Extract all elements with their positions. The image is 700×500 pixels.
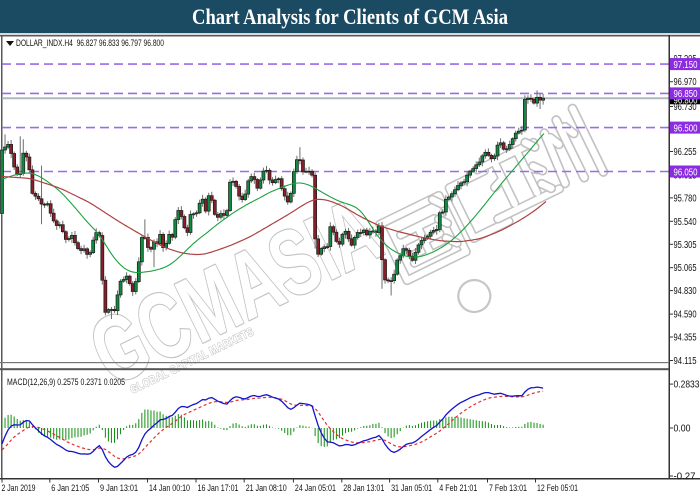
svg-text:0.00: 0.00 (674, 424, 691, 435)
svg-text:DOLLAR_INDX.H4 96.827 96.833: DOLLAR_INDX.H4 96.827 96.833 96.797 96.8… (16, 38, 164, 49)
svg-text:9 Jan 13:01: 9 Jan 13:01 (100, 483, 138, 494)
svg-text:4 Feb 21:01: 4 Feb 21:01 (439, 483, 477, 494)
svg-text:95.780: 95.780 (674, 193, 697, 204)
svg-text:96.730: 96.730 (674, 102, 697, 113)
svg-text:12 Feb 05:01: 12 Feb 05:01 (537, 483, 578, 494)
svg-text:95.540: 95.540 (674, 217, 697, 228)
svg-text:94.115: 94.115 (674, 356, 697, 367)
svg-text:14 Jan 00:10: 14 Jan 00:10 (149, 483, 190, 494)
svg-text:24 Jan 05:01: 24 Jan 05:01 (295, 483, 336, 494)
svg-text:94.355: 94.355 (674, 333, 697, 344)
svg-text:Chart Analysis for Clients of: Chart Analysis for Clients of GCM Asia (192, 4, 508, 29)
svg-text:6 Jan 21:05: 6 Jan 21:05 (51, 483, 89, 494)
svg-text:16 Jan 17:01: 16 Jan 17:01 (198, 483, 239, 494)
svg-text:95.305: 95.305 (674, 240, 697, 251)
svg-text:94.590: 94.590 (674, 310, 697, 321)
svg-text:96.800: 96.800 (674, 96, 698, 107)
svg-text:-0.27: -0.27 (674, 472, 696, 483)
svg-text:7 Feb 13:01: 7 Feb 13:01 (489, 483, 527, 494)
svg-text:28 Jan 13:01: 28 Jan 13:01 (343, 483, 384, 494)
svg-text:MACD(12,26,9) 0.2575 0.2371 0.: MACD(12,26,9) 0.2575 0.2371 0.0205 (7, 377, 125, 388)
svg-text:96.850: 96.850 (674, 89, 698, 100)
svg-text:96.500: 96.500 (674, 123, 698, 134)
svg-text:97.150: 97.150 (674, 60, 698, 71)
svg-text:96.255: 96.255 (674, 147, 697, 158)
svg-text:0.2833: 0.2833 (674, 380, 700, 391)
svg-text:2 Jan 2019: 2 Jan 2019 (2, 483, 36, 494)
svg-text:95.065: 95.065 (674, 263, 697, 274)
svg-text:96.050: 96.050 (674, 167, 698, 178)
svg-text:31 Jan 05:01: 31 Jan 05:01 (391, 483, 432, 494)
svg-text:21 Jan 08:10: 21 Jan 08:10 (246, 483, 287, 494)
svg-text:94.830: 94.830 (674, 286, 697, 297)
svg-text:96.970: 96.970 (674, 77, 697, 88)
